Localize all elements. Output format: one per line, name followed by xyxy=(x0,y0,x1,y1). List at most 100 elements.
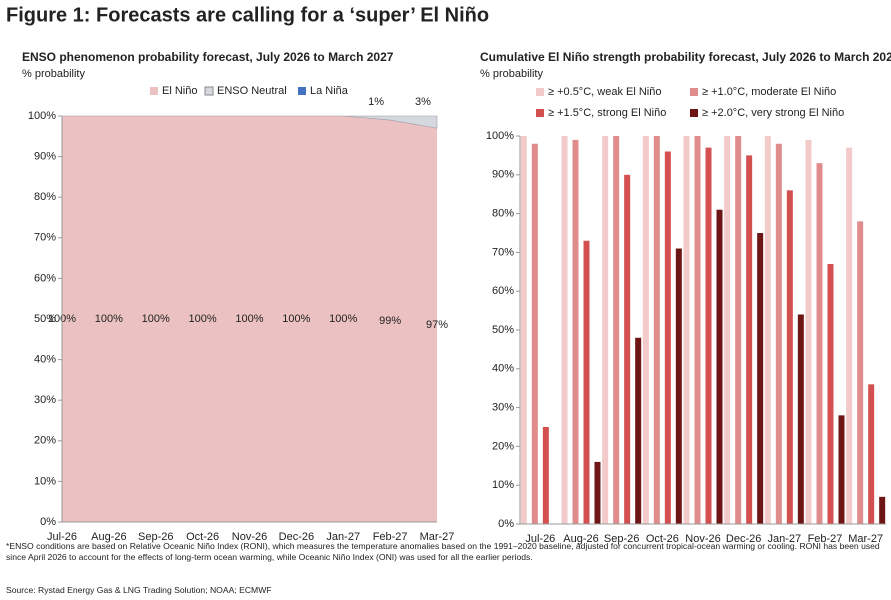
bar xyxy=(694,136,701,524)
x-tick-label: Jan-27 xyxy=(768,533,802,545)
value-label: 97% xyxy=(426,319,448,331)
x-tick-label: Feb-27 xyxy=(373,531,408,543)
value-label: 1% xyxy=(368,96,384,108)
legend-label: ≥ +1.5°C, strong El Niño xyxy=(548,107,666,119)
legend-swatch xyxy=(690,88,698,96)
y-tick-label: 30% xyxy=(492,402,514,414)
legend-swatch xyxy=(690,109,698,117)
y-tick-label: 100% xyxy=(486,130,514,142)
y-tick-label: 50% xyxy=(492,324,514,336)
y-tick-label: 50% xyxy=(34,313,56,325)
legend-swatch xyxy=(536,109,544,117)
x-tick-label: Mar-27 xyxy=(420,531,455,543)
source: Source: Rystad Energy Gas & LNG Trading … xyxy=(6,585,272,595)
bar xyxy=(716,209,723,524)
x-tick-label: Oct-26 xyxy=(186,531,219,543)
value-label: 100% xyxy=(142,313,170,325)
y-tick-label: 40% xyxy=(34,354,56,366)
y-tick-label: 100% xyxy=(28,110,56,122)
value-label: 100% xyxy=(329,313,357,325)
bar xyxy=(635,337,642,524)
bar xyxy=(531,143,538,524)
bar xyxy=(613,136,620,524)
value-label: 99% xyxy=(379,315,401,327)
x-tick-label: Feb-27 xyxy=(808,533,843,545)
y-tick-label: 0% xyxy=(40,516,56,528)
bar xyxy=(653,136,660,524)
legend-label: ≥ +2.0°C, very strong El Niño xyxy=(702,107,844,119)
bar xyxy=(583,240,590,524)
legend-swatch xyxy=(536,88,544,96)
x-tick-label: Jul-26 xyxy=(525,533,555,545)
bar xyxy=(746,155,753,524)
x-tick-label: Oct-26 xyxy=(646,533,679,545)
figure-title: Figure 1: Forecasts are calling for a ‘s… xyxy=(6,4,489,26)
bar xyxy=(846,147,853,524)
value-label: 100% xyxy=(189,313,217,325)
bar xyxy=(705,147,712,524)
value-label: 100% xyxy=(95,313,123,325)
y-tick-label: 70% xyxy=(492,246,514,258)
legend-swatch xyxy=(150,87,158,95)
value-label: 100% xyxy=(235,313,263,325)
bar xyxy=(561,136,568,524)
x-tick-label: Sep-26 xyxy=(138,531,173,543)
bar xyxy=(542,427,549,524)
bar xyxy=(594,461,601,524)
y-tick-label: 20% xyxy=(492,440,514,452)
bar xyxy=(827,264,834,524)
bar xyxy=(816,163,823,524)
legend-label: La Niña xyxy=(310,85,349,97)
y-tick-label: 60% xyxy=(34,272,56,284)
x-tick-label: Mar-27 xyxy=(848,533,883,545)
x-tick-label: Jul-26 xyxy=(47,531,77,543)
y-tick-label: 70% xyxy=(34,232,56,244)
bar xyxy=(683,136,690,524)
bar xyxy=(642,136,649,524)
x-tick-label: Aug-26 xyxy=(563,533,598,545)
bar xyxy=(775,143,782,524)
chart-subtitle: % probability xyxy=(480,68,543,80)
bar xyxy=(664,151,671,524)
legend-label: ≥ +0.5°C, weak El Niño xyxy=(548,86,661,98)
y-tick-label: 30% xyxy=(34,394,56,406)
chart-title: ENSO phenomenon probability forecast, Ju… xyxy=(22,50,394,64)
bar xyxy=(624,174,631,525)
bar xyxy=(838,415,845,524)
bar xyxy=(675,248,682,524)
area xyxy=(62,116,437,522)
bar xyxy=(757,233,764,524)
chart-title: Cumulative El Niño strength probability … xyxy=(480,50,891,64)
bar xyxy=(857,221,864,525)
legend-label: ≥ +1.0°C, moderate El Niño xyxy=(702,86,836,98)
value-label: 100% xyxy=(282,313,310,325)
bar xyxy=(602,136,609,524)
x-tick-label: Nov-26 xyxy=(232,531,267,543)
legend-swatch xyxy=(298,87,306,95)
x-tick-label: Aug-26 xyxy=(91,531,126,543)
bar xyxy=(805,139,812,524)
value-label: 3% xyxy=(415,96,431,108)
bar xyxy=(520,136,527,524)
bar xyxy=(797,314,804,524)
x-tick-label: Jan-27 xyxy=(326,531,360,543)
legend-label: El Niño xyxy=(162,85,197,97)
y-tick-label: 10% xyxy=(492,479,514,491)
bar xyxy=(879,496,886,524)
legend-label: ENSO Neutral xyxy=(217,85,287,97)
y-tick-label: 90% xyxy=(492,169,514,181)
footnote: *ENSO conditions are based on Relative O… xyxy=(6,541,880,562)
bar xyxy=(572,139,579,524)
x-tick-label: Nov-26 xyxy=(685,533,720,545)
bar xyxy=(735,136,742,524)
x-tick-label: Dec-26 xyxy=(726,533,761,545)
x-tick-label: Sep-26 xyxy=(604,533,639,545)
y-tick-label: 40% xyxy=(492,363,514,375)
area xyxy=(62,115,438,129)
chart-subtitle: % probability xyxy=(22,68,85,80)
y-tick-label: 80% xyxy=(34,191,56,203)
y-tick-label: 80% xyxy=(492,208,514,220)
y-tick-label: 20% xyxy=(34,435,56,447)
